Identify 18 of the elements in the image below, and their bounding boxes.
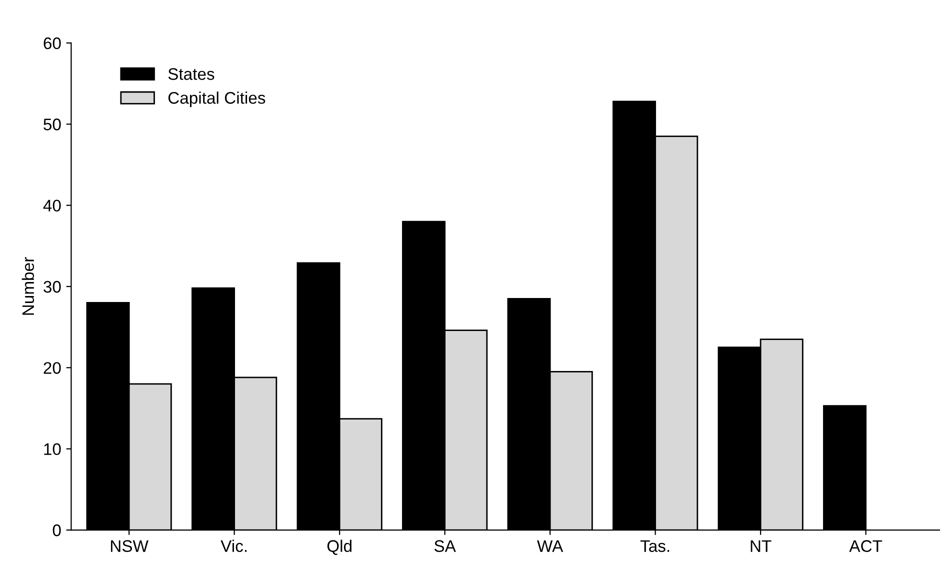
y-tick-label: 60 [44,37,61,50]
x-tick-label: NSW [110,540,148,552]
y-tick-label: 50 [44,118,61,130]
legend-label: Capital Cities [168,92,266,108]
x-tick-label: ACT [849,540,882,552]
y-tick-label: 20 [44,362,61,374]
x-tick-label: SA [434,540,456,552]
y-tick-label: 40 [43,200,61,212]
x-tick-label: WA [537,540,564,552]
y-axis-title: Number [22,257,34,315]
x-tick-label: Vic. [220,540,247,552]
x-tick-label: NT [750,540,772,552]
legend-label: States [168,68,214,80]
x-tick-label: Tas. [640,540,670,552]
y-tick-label: 0 [52,524,61,536]
y-tick-label: 10 [44,443,61,456]
x-tick-label: Qld [327,540,352,555]
y-tick-label: 30 [44,280,61,293]
